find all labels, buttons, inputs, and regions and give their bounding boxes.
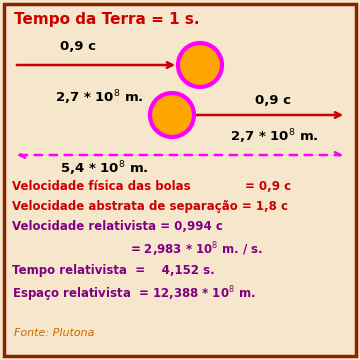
Text: Velocidade física das bolas: Velocidade física das bolas: [12, 180, 191, 193]
Text: Espaço relativista  = 12,388 * 10$^8$ m.: Espaço relativista = 12,388 * 10$^8$ m.: [12, 284, 256, 303]
Text: Velocidade relativista = 0,994 c: Velocidade relativista = 0,994 c: [12, 220, 223, 233]
Text: 0,9 c: 0,9 c: [255, 94, 291, 107]
Text: 2,7 * 10$^8$ m.: 2,7 * 10$^8$ m.: [230, 127, 319, 145]
Text: = 0,9 c: = 0,9 c: [245, 180, 291, 193]
Text: Tempo relativista  =    4,152 s.: Tempo relativista = 4,152 s.: [12, 264, 215, 277]
Circle shape: [150, 93, 194, 137]
Text: A: A: [194, 58, 206, 72]
Text: 0,9 c: 0,9 c: [60, 40, 96, 53]
Text: Fonte: Plutona: Fonte: Plutona: [14, 328, 94, 338]
Text: B: B: [166, 108, 178, 122]
Text: 5,4 * 10$^8$ m.: 5,4 * 10$^8$ m.: [60, 159, 149, 177]
Text: Tempo da Terra = 1 s.: Tempo da Terra = 1 s.: [14, 12, 199, 27]
Text: Velocidade abstrata de separação = 1,8 c: Velocidade abstrata de separação = 1,8 c: [12, 200, 288, 213]
Text: = 2,983 * 10$^8$ m. / s.: = 2,983 * 10$^8$ m. / s.: [130, 240, 263, 258]
Text: 2,7 * 10$^8$ m.: 2,7 * 10$^8$ m.: [55, 89, 144, 107]
Circle shape: [178, 43, 222, 87]
